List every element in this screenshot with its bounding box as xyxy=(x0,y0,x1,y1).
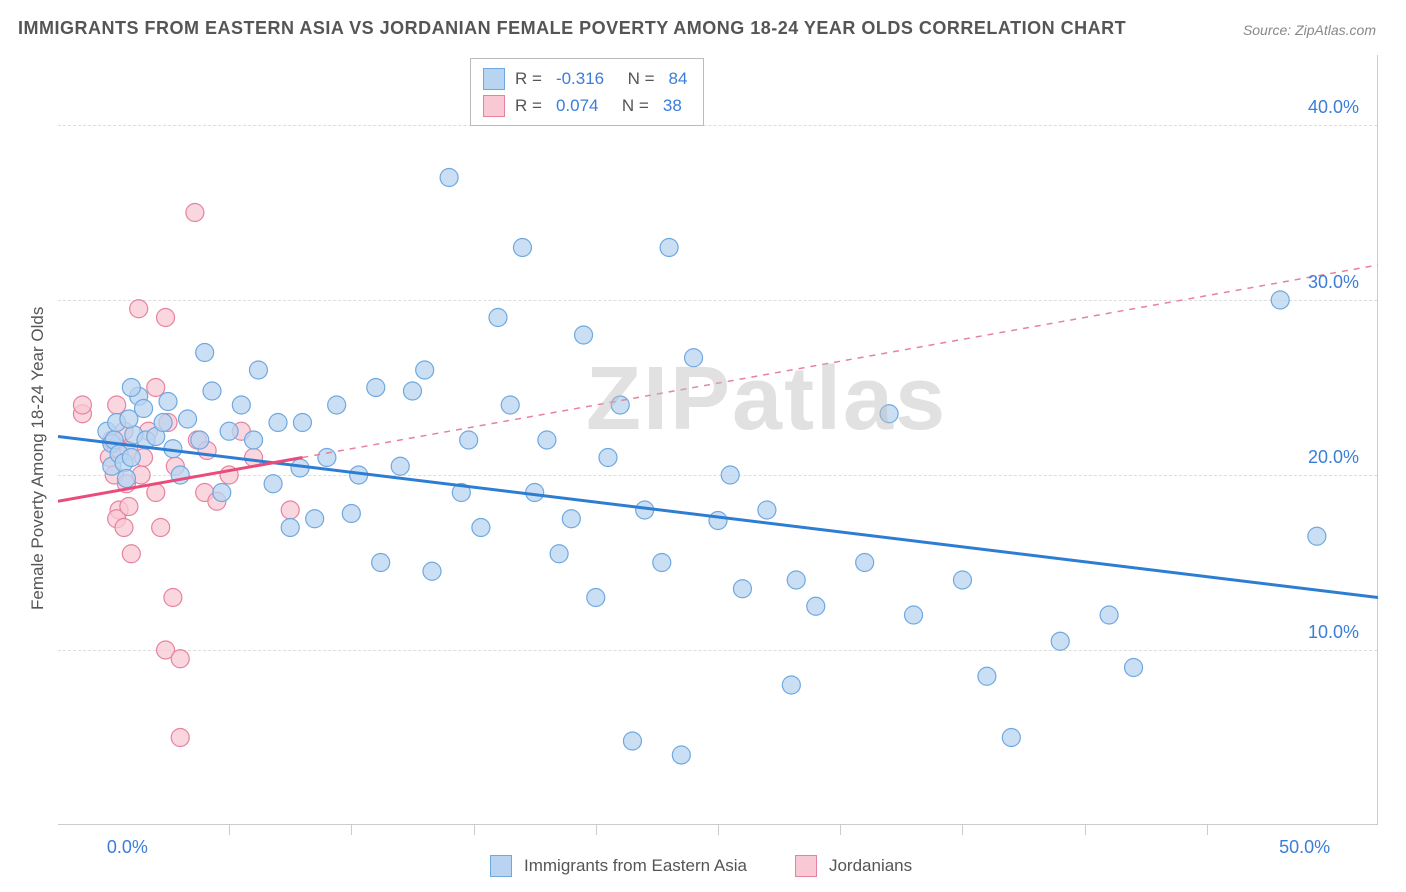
n-value-1: 84 xyxy=(665,65,692,92)
y-tick-label: 20.0% xyxy=(1308,447,1359,468)
r-label: R = xyxy=(515,92,542,119)
r-label: R = xyxy=(515,65,542,92)
y-tick-label: 40.0% xyxy=(1308,97,1359,118)
series-2-name: Jordanians xyxy=(829,856,912,876)
swatch-bottom-1 xyxy=(490,855,512,877)
y-tick-label: 30.0% xyxy=(1308,272,1359,293)
x-tick-label: 0.0% xyxy=(107,837,148,858)
series-1-name: Immigrants from Eastern Asia xyxy=(524,856,747,876)
legend-row-1: R = -0.316 N = 84 xyxy=(483,65,691,92)
y-axis-label: Female Poverty Among 18-24 Year Olds xyxy=(28,307,48,610)
plot-area xyxy=(58,55,1378,825)
chart-svg xyxy=(58,55,1378,825)
chart-title: IMMIGRANTS FROM EASTERN ASIA VS JORDANIA… xyxy=(18,18,1126,39)
n-value-2: 38 xyxy=(659,92,686,119)
series-legend: Immigrants from Eastern Asia Jordanians xyxy=(490,855,912,877)
swatch-series-1 xyxy=(483,68,505,90)
swatch-series-2 xyxy=(483,95,505,117)
y-tick-label: 10.0% xyxy=(1308,622,1359,643)
n-label: N = xyxy=(612,92,648,119)
n-label: N = xyxy=(618,65,654,92)
source-label: Source: ZipAtlas.com xyxy=(1243,22,1376,38)
r-value-1: -0.316 xyxy=(552,65,608,92)
swatch-bottom-2 xyxy=(795,855,817,877)
r-value-2: 0.074 xyxy=(552,92,603,119)
correlation-legend: R = -0.316 N = 84 R = 0.074 N = 38 xyxy=(470,58,704,126)
x-tick-label: 50.0% xyxy=(1279,837,1330,858)
legend-row-2: R = 0.074 N = 38 xyxy=(483,92,691,119)
